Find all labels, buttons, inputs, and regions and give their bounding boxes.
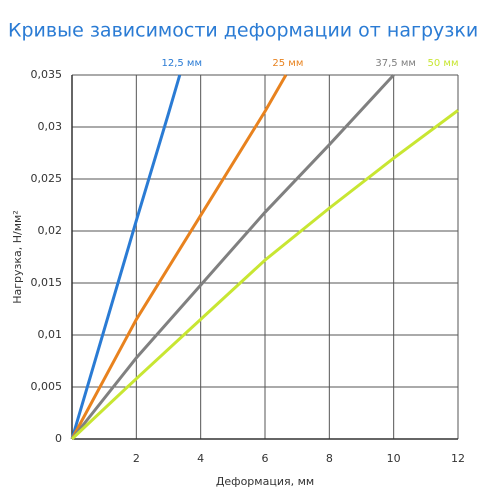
y-tick-label: 0,03 bbox=[38, 120, 63, 133]
x-tick-label: 2 bbox=[133, 452, 140, 465]
y-tick-label: 0,005 bbox=[31, 380, 63, 393]
series-line bbox=[70, 109, 459, 441]
legend-label: 50 мм bbox=[428, 58, 459, 69]
x-tick-label: 12 bbox=[451, 452, 465, 465]
y-tick-label: 0,015 bbox=[31, 276, 63, 289]
y-axis-label: Нагрузка, Н/мм² bbox=[11, 210, 24, 304]
x-axis-label: Деформация, мм bbox=[216, 475, 314, 488]
chart-title: Кривые зависимости деформации от нагрузк… bbox=[8, 20, 478, 42]
y-tick-label: 0,01 bbox=[38, 328, 63, 341]
legend-label: 12,5 мм bbox=[161, 58, 202, 69]
y-tick-label: 0,02 bbox=[38, 224, 63, 237]
y-tick-label: 0 bbox=[55, 432, 62, 445]
legend-label: 37,5 мм bbox=[375, 58, 416, 69]
series-line bbox=[70, 74, 182, 440]
y-tick-label: 0,025 bbox=[31, 172, 63, 185]
legend-label: 25 мм bbox=[272, 58, 303, 69]
series-line bbox=[70, 74, 288, 440]
x-tick-label: 8 bbox=[326, 452, 333, 465]
series-line bbox=[70, 73, 395, 440]
y-tick-label: 0,035 bbox=[31, 68, 63, 81]
x-tick-label: 6 bbox=[262, 452, 269, 465]
x-tick-label: 4 bbox=[197, 452, 204, 465]
x-tick-label: 10 bbox=[387, 452, 401, 465]
